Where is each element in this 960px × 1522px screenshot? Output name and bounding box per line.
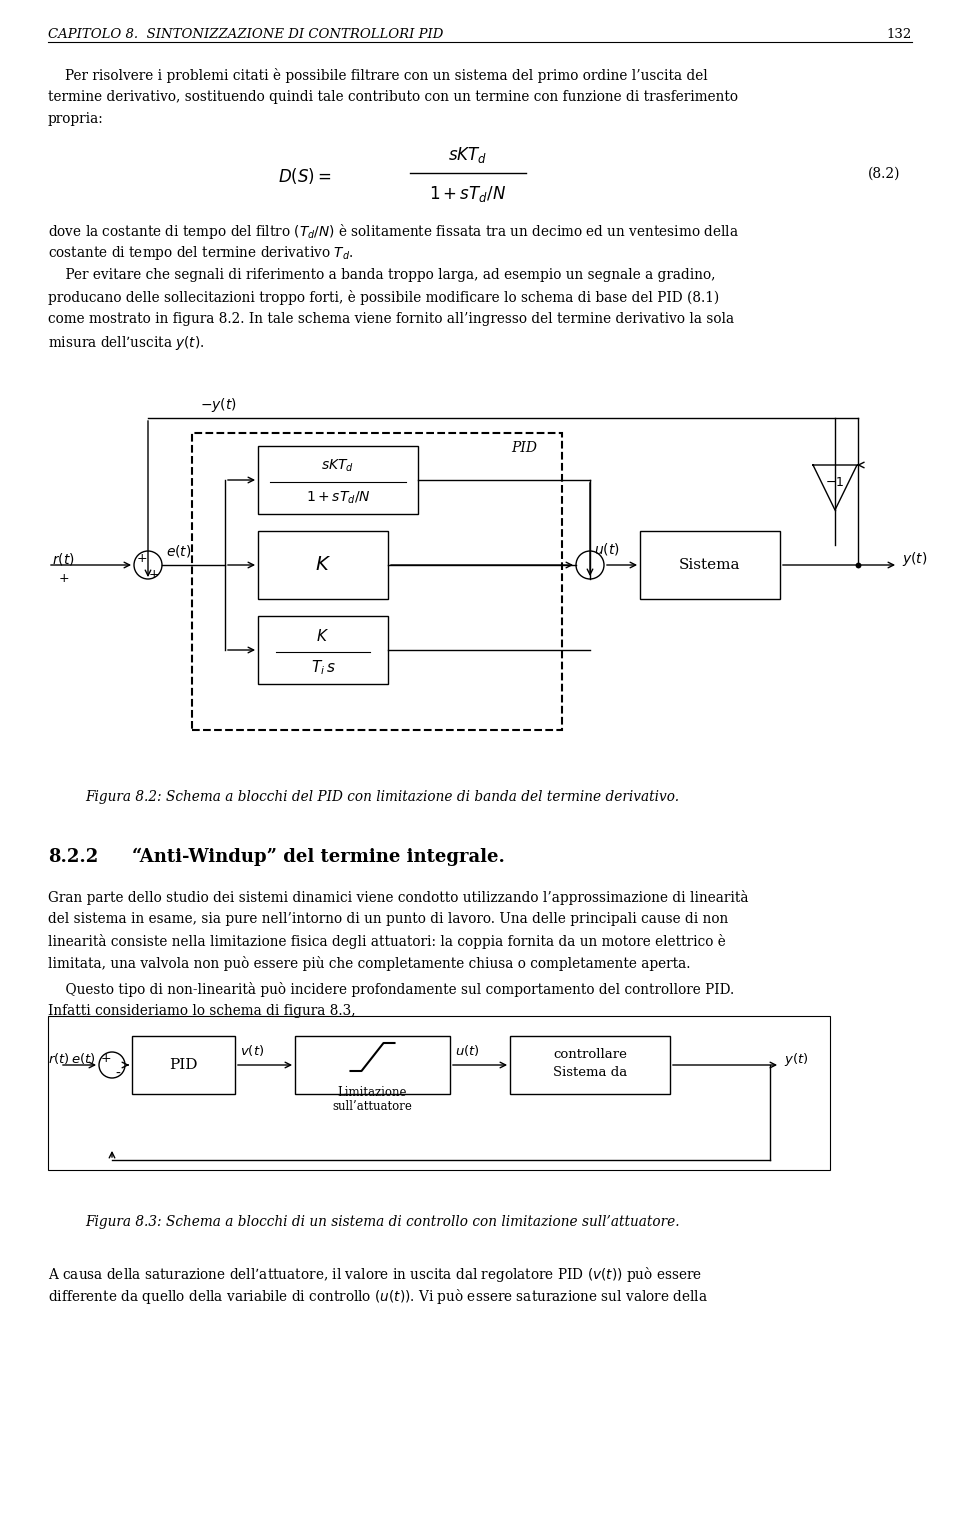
Text: Infatti consideriamo lo schema di figura 8.3,: Infatti consideriamo lo schema di figura… — [48, 1005, 355, 1018]
Text: sull’attuatore: sull’attuatore — [332, 1100, 413, 1114]
Text: $sKT_d$: $sKT_d$ — [322, 458, 354, 475]
Text: CAPITOLO 8.  SINTONIZZAZIONE DI CONTROLLORI PID: CAPITOLO 8. SINTONIZZAZIONE DI CONTROLLO… — [48, 27, 444, 41]
Text: producano delle sollecitazioni troppo forti, è possibile modificare lo schema di: producano delle sollecitazioni troppo fo… — [48, 291, 719, 304]
Bar — [192, 432, 562, 731]
Bar — [258, 616, 388, 683]
Text: $u(t)$: $u(t)$ — [594, 540, 620, 557]
Text: costante di tempo del termine derivativo $T_d$.: costante di tempo del termine derivativo… — [48, 244, 353, 262]
Text: $v(t)$: $v(t)$ — [240, 1044, 264, 1058]
Text: linearità consiste nella limitazione fisica degli attuatori: la coppia fornita d: linearità consiste nella limitazione fis… — [48, 935, 726, 950]
Text: $e(t)$: $e(t)$ — [166, 543, 192, 559]
Text: Gran parte dello studio dei sistemi dinamici viene condotto utilizzando l’appros: Gran parte dello studio dei sistemi dina… — [48, 890, 749, 906]
Text: $K$: $K$ — [315, 556, 331, 574]
Text: -: - — [115, 1067, 120, 1081]
Text: 132: 132 — [887, 27, 912, 41]
Text: $r(t)$: $r(t)$ — [52, 551, 75, 568]
Text: Limitazione: Limitazione — [338, 1087, 407, 1099]
Text: +: + — [136, 552, 147, 566]
Text: come mostrato in figura 8.2. In tale schema viene fornito all’ingresso del termi: come mostrato in figura 8.2. In tale sch… — [48, 312, 734, 326]
Text: +: + — [149, 569, 159, 581]
Text: $u(t)$: $u(t)$ — [455, 1044, 480, 1058]
Text: Sistema da: Sistema da — [553, 1067, 627, 1079]
Bar — [48, 1017, 830, 1170]
Text: 8.2.2: 8.2.2 — [48, 848, 98, 866]
Text: propria:: propria: — [48, 113, 104, 126]
Bar — [295, 1036, 450, 1094]
Text: Figura 8.3: Schema a blocchi di un sistema di controllo con limitazione sull’att: Figura 8.3: Schema a blocchi di un siste… — [85, 1215, 680, 1228]
Text: $-1$: $-1$ — [826, 476, 845, 489]
Text: $T_i\,s$: $T_i\,s$ — [311, 659, 335, 677]
Text: Questo tipo di non-linearità può incidere profondamente sul comportamento del co: Questo tipo di non-linearità può incider… — [48, 982, 734, 997]
Text: Figura 8.2: Schema a blocchi del PID con limitazione di banda del termine deriva: Figura 8.2: Schema a blocchi del PID con… — [85, 790, 679, 804]
Text: del sistema in esame, sia pure nell’intorno di un punto di lavoro. Una delle pri: del sistema in esame, sia pure nell’into… — [48, 912, 729, 925]
Text: $y(t)$: $y(t)$ — [784, 1050, 808, 1067]
Bar — [258, 531, 388, 600]
Text: misura dell’uscita $y(t)$.: misura dell’uscita $y(t)$. — [48, 333, 204, 352]
Text: $y(t)$: $y(t)$ — [902, 549, 927, 568]
Text: A causa della saturazione dell’attuatore, il valore in uscita dal regolatore PID: A causa della saturazione dell’attuatore… — [48, 1265, 702, 1285]
Text: limitata, una valvola non può essere più che completamente chiusa o completament: limitata, una valvola non può essere più… — [48, 956, 690, 971]
Text: $1 + sT_d/N$: $1 + sT_d/N$ — [429, 184, 507, 204]
Bar — [132, 1036, 235, 1094]
Text: (8.2): (8.2) — [868, 167, 900, 181]
Text: $K$: $K$ — [317, 629, 329, 644]
Text: PID: PID — [169, 1058, 198, 1071]
Text: $D(S) =$: $D(S) =$ — [278, 166, 332, 186]
Text: $+$: $+$ — [58, 572, 69, 586]
Text: $1 + sT_d/N$: $1 + sT_d/N$ — [305, 490, 371, 507]
Text: controllare: controllare — [553, 1049, 627, 1061]
Text: +: + — [101, 1052, 111, 1064]
Text: $sKT_d$: $sKT_d$ — [448, 145, 488, 164]
Text: Per evitare che segnali di riferimento a banda troppo larga, ad esempio un segna: Per evitare che segnali di riferimento a… — [48, 268, 715, 282]
Text: PID: PID — [511, 441, 537, 455]
Text: differente da quello della variabile di controllo $(u(t))$. Vi può essere satura: differente da quello della variabile di … — [48, 1288, 708, 1306]
Text: $-y(t)$: $-y(t)$ — [200, 396, 237, 414]
Text: $r(t)\,e(t)$: $r(t)\,e(t)$ — [48, 1052, 96, 1067]
Text: dove la costante di tempo del filtro $(T_d/N)$ è solitamente fissata tra un deci: dove la costante di tempo del filtro $(T… — [48, 222, 739, 240]
Bar — [258, 446, 418, 514]
Text: termine derivativo, sostituendo quindi tale contributo con un termine con funzio: termine derivativo, sostituendo quindi t… — [48, 90, 738, 103]
Bar — [640, 531, 780, 600]
Text: Sistema: Sistema — [680, 559, 741, 572]
Text: Per risolvere i problemi citati è possibile filtrare con un sistema del primo or: Per risolvere i problemi citati è possib… — [65, 68, 708, 84]
Bar — [510, 1036, 670, 1094]
Text: “Anti-Windup” del termine integrale.: “Anti-Windup” del termine integrale. — [132, 848, 505, 866]
